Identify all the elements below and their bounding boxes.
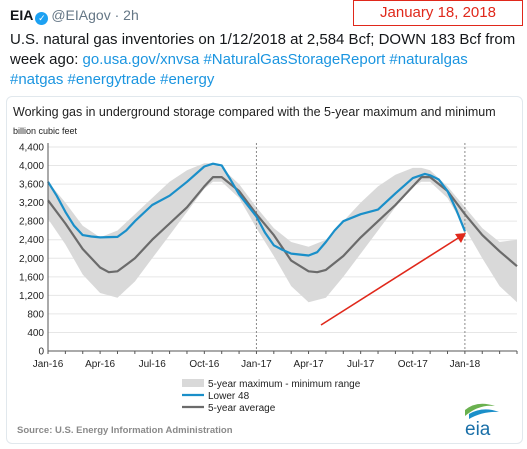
annotation-arrow-head (455, 233, 466, 243)
tweet-link[interactable]: go.usa.gov/xnvsa (82, 51, 200, 68)
y-tick-label: 2,000 (19, 254, 44, 265)
y-tick-label: 2,400 (19, 235, 44, 246)
lower48-line-layer (47, 162, 466, 257)
tweet-hashtags[interactable]: #NaturalGasStorageReport #naturalgas #na… (10, 51, 468, 88)
chart-title: Working gas in underground storage compa… (13, 105, 496, 119)
tweet-text-prefix: U.S. natural gas inventories on 1/12/201… (10, 31, 516, 68)
average-line-layer (47, 176, 518, 274)
y-tick-label: 1,600 (19, 272, 44, 283)
x-tick-label: Apr-17 (294, 359, 324, 370)
y-axis-label: billion cubic feet (13, 126, 78, 136)
year-dividers (255, 143, 466, 351)
legend-entry: 5-year maximum - minimum range (208, 379, 361, 390)
legend-entry: Lower 48 (208, 391, 250, 402)
x-tick-label: Jul-16 (139, 359, 167, 370)
x-tick-label: Jan-16 (33, 359, 64, 370)
legend-entry: 5-year average (208, 403, 276, 414)
tweet-header: EIA ✓ @EIAgov · 2h (10, 6, 139, 25)
y-tick-label: 1,200 (19, 291, 44, 302)
x-tick-label: Jan-18 (450, 359, 481, 370)
x-tick-label: Oct-17 (398, 359, 428, 370)
lower48-line (47, 162, 466, 257)
date-annotation-box: January 18, 2018 (353, 0, 523, 26)
y-tick-label: 4,000 (19, 161, 44, 172)
storage-chart: Working gas in underground storage compa… (13, 105, 518, 440)
author-handle[interactable]: @EIAgov (51, 7, 111, 23)
x-tick-label: Oct-16 (189, 359, 219, 370)
x-tick-label: Apr-16 (85, 359, 115, 370)
tweet-text: U.S. natural gas inventories on 1/12/201… (10, 30, 520, 90)
eia-logo-text: eia (465, 419, 491, 440)
chart-card[interactable]: Working gas in underground storage compa… (6, 96, 523, 444)
y-tick-label: 4,400 (19, 143, 44, 154)
x-tick-label: Jan-17 (241, 359, 272, 370)
eia-logo: eia (465, 403, 499, 440)
y-tick-label: 3,200 (19, 198, 44, 209)
x-tick-label: Jul-17 (347, 359, 375, 370)
y-tick-label: 800 (27, 309, 44, 320)
annotation-arrow (320, 236, 460, 326)
author-name[interactable]: EIA (10, 7, 34, 23)
y-tick-label: 3,600 (19, 180, 44, 191)
y-tick-label: 400 (27, 328, 44, 339)
eia-logo-swoosh-icon (469, 409, 499, 419)
eia-logo-leaf-icon (465, 403, 495, 416)
annotation-arrow-layer (320, 233, 466, 326)
y-tick-label: 2,800 (19, 217, 44, 228)
average-line (47, 176, 518, 274)
separator-dot: · (114, 7, 120, 23)
verified-check-icon: ✓ (35, 12, 49, 25)
legend-swatch-range (182, 379, 204, 387)
axes: 0 400 800 1,200 1,600 2,000 2,400 2,800 3,200 3,6… (19, 143, 518, 370)
y-tick-label: 0 (38, 347, 44, 358)
source-note: Source: U.S. Energy Information Administ… (17, 425, 233, 436)
tweet-timestamp[interactable]: 2h (123, 7, 139, 23)
